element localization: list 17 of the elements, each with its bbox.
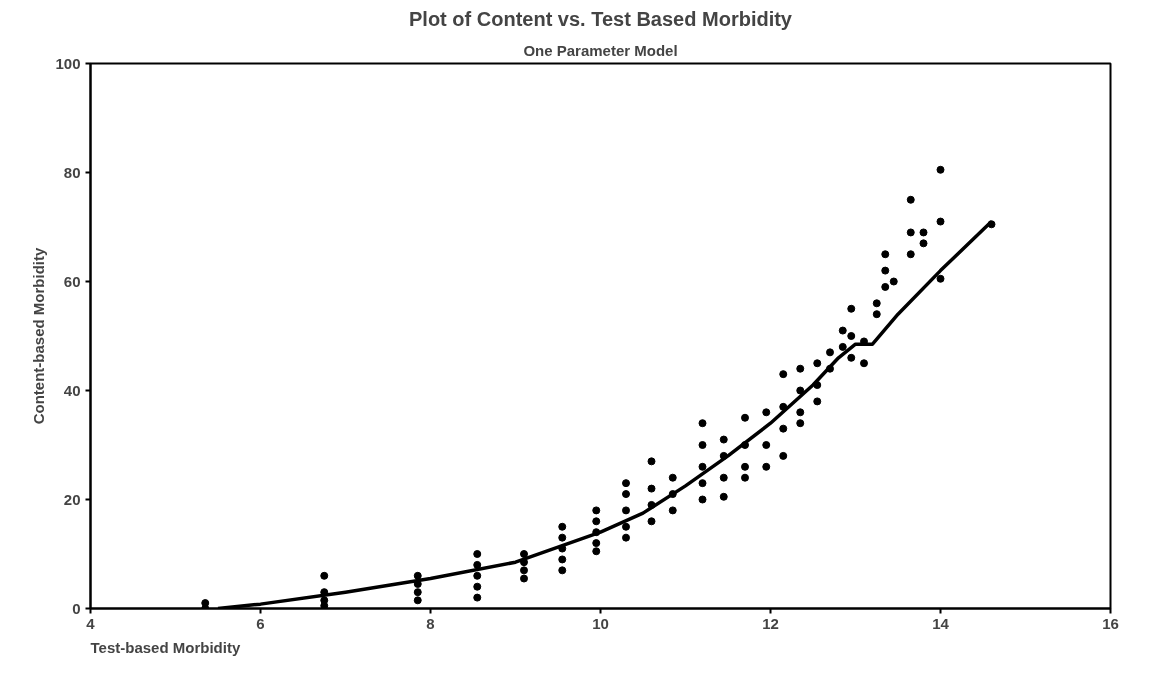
chart-title: Plot of Content vs. Test Based Morbidity	[409, 7, 793, 30]
y-tick-label: 100	[55, 54, 81, 72]
x-axis-title: Test-based Morbidity	[90, 638, 241, 656]
x-tick-label: 8	[426, 614, 435, 632]
chart-subtitle: One Parameter Model	[523, 41, 678, 59]
x-tick-label: 10	[592, 614, 609, 632]
y-tick-label: 0	[72, 599, 81, 617]
x-tick-label: 14	[932, 614, 950, 632]
y-tick-label: 20	[63, 490, 81, 508]
x-tick-label: 6	[256, 614, 265, 632]
x-tick-label: 4	[86, 614, 96, 632]
y-tick-label: 60	[63, 272, 81, 290]
y-tick-label: 80	[63, 163, 81, 181]
x-tick-label: 16	[1102, 614, 1119, 632]
y-tick-label: 40	[63, 381, 81, 399]
y-axis-title: Content-based Morbidity	[30, 247, 48, 425]
x-tick-label: 12	[762, 614, 779, 632]
